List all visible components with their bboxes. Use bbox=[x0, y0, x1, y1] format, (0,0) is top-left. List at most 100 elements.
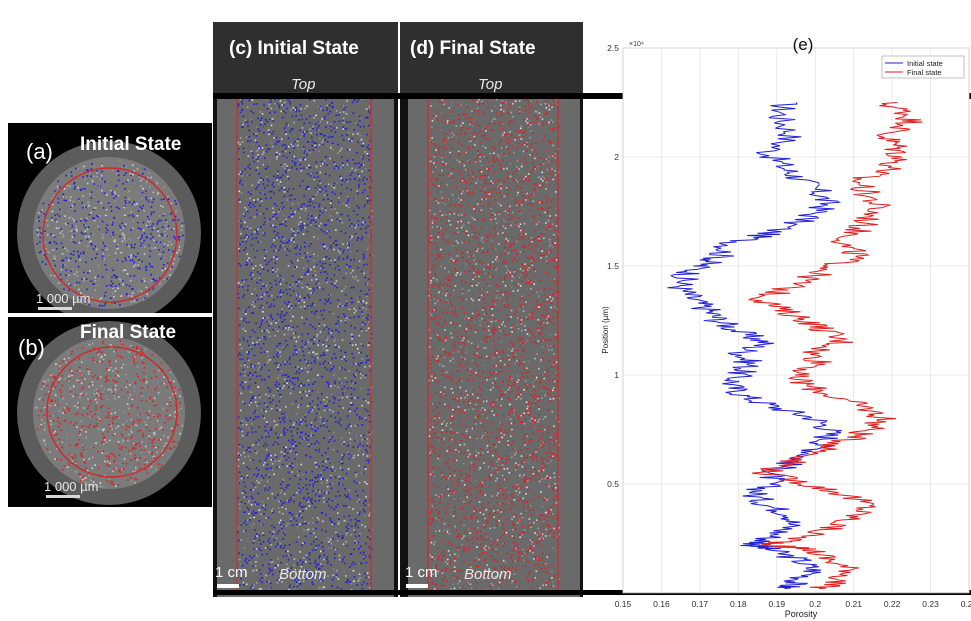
speckle bbox=[329, 302, 332, 304]
speckle bbox=[294, 211, 296, 213]
speckle bbox=[147, 414, 150, 416]
speckle bbox=[83, 407, 85, 409]
speckle bbox=[364, 293, 367, 296]
speckle bbox=[315, 417, 317, 419]
speckle bbox=[346, 264, 348, 266]
speckle bbox=[275, 283, 278, 286]
speckle bbox=[72, 241, 75, 243]
speckle bbox=[53, 432, 55, 434]
speckle bbox=[283, 318, 286, 321]
speckle bbox=[240, 392, 242, 395]
speckle bbox=[297, 144, 299, 147]
speckle bbox=[302, 159, 304, 161]
speckle bbox=[299, 295, 301, 298]
speckle bbox=[260, 321, 263, 324]
speckle bbox=[130, 211, 132, 213]
speckle bbox=[306, 286, 309, 288]
speckle bbox=[311, 428, 313, 430]
speckle bbox=[278, 364, 280, 366]
speckle bbox=[250, 401, 252, 404]
speckle bbox=[304, 390, 306, 393]
speckle bbox=[61, 469, 64, 471]
speckle bbox=[335, 280, 338, 282]
speckle bbox=[337, 316, 339, 318]
speckle bbox=[113, 451, 116, 454]
speckle bbox=[113, 370, 116, 372]
speckle bbox=[254, 139, 257, 142]
speckle bbox=[101, 452, 104, 454]
speckle bbox=[107, 411, 110, 414]
speckle bbox=[307, 435, 310, 437]
speckle bbox=[73, 188, 76, 190]
speckle bbox=[263, 293, 266, 296]
speckle bbox=[78, 403, 81, 406]
speckle bbox=[307, 173, 309, 175]
speckle bbox=[321, 454, 323, 457]
speckle bbox=[361, 587, 364, 590]
speckle bbox=[360, 164, 362, 166]
speckle bbox=[162, 372, 164, 375]
speckle bbox=[93, 347, 95, 350]
speckle bbox=[90, 197, 93, 199]
speckle bbox=[250, 244, 253, 246]
speckle bbox=[299, 184, 302, 187]
speckle bbox=[344, 519, 346, 522]
speckle bbox=[99, 377, 102, 379]
speckle bbox=[170, 202, 173, 205]
speckle bbox=[245, 572, 248, 575]
speckle bbox=[264, 425, 266, 428]
speckle bbox=[266, 423, 268, 425]
speckle bbox=[104, 460, 106, 463]
speckle bbox=[84, 232, 87, 235]
speckle bbox=[302, 361, 304, 363]
speckle bbox=[243, 228, 245, 230]
speckle bbox=[304, 307, 306, 310]
speckle bbox=[313, 117, 315, 119]
speckle bbox=[112, 395, 115, 397]
speckle bbox=[313, 351, 315, 353]
speckle bbox=[338, 473, 341, 476]
speckle bbox=[69, 387, 72, 390]
speckle bbox=[287, 137, 290, 139]
speckle bbox=[249, 206, 252, 208]
speckle bbox=[322, 586, 325, 589]
speckle bbox=[341, 134, 343, 137]
speckle bbox=[245, 519, 247, 522]
speckle bbox=[343, 287, 345, 290]
speckle bbox=[302, 542, 304, 544]
speckle bbox=[119, 278, 121, 280]
speckle bbox=[239, 98, 242, 101]
speckle bbox=[250, 163, 253, 165]
speckle bbox=[350, 189, 352, 191]
speckle bbox=[324, 185, 327, 188]
speckle bbox=[73, 273, 76, 275]
speckle bbox=[70, 270, 72, 273]
speckle bbox=[59, 273, 62, 276]
speckle bbox=[279, 315, 282, 317]
speckle bbox=[271, 510, 273, 512]
speckle bbox=[296, 585, 299, 588]
speckle bbox=[312, 528, 314, 530]
speckle bbox=[165, 415, 167, 417]
speckle bbox=[319, 578, 322, 580]
speckle bbox=[266, 406, 269, 408]
speckle bbox=[276, 296, 279, 298]
speckle bbox=[338, 420, 340, 423]
speckle bbox=[271, 533, 274, 535]
speckle bbox=[268, 538, 270, 540]
speckle bbox=[267, 516, 270, 519]
speckle bbox=[44, 443, 47, 446]
speckle bbox=[356, 224, 358, 227]
speckle bbox=[265, 393, 267, 396]
speckle bbox=[319, 363, 321, 365]
speckle bbox=[242, 115, 245, 117]
speckle bbox=[244, 238, 247, 241]
speckle bbox=[258, 588, 261, 590]
speckle bbox=[312, 485, 314, 488]
speckle bbox=[107, 283, 110, 286]
speckle bbox=[309, 128, 311, 130]
speckle bbox=[150, 213, 153, 216]
speckle bbox=[164, 442, 167, 445]
speckle bbox=[344, 377, 347, 379]
speckle bbox=[166, 227, 169, 230]
